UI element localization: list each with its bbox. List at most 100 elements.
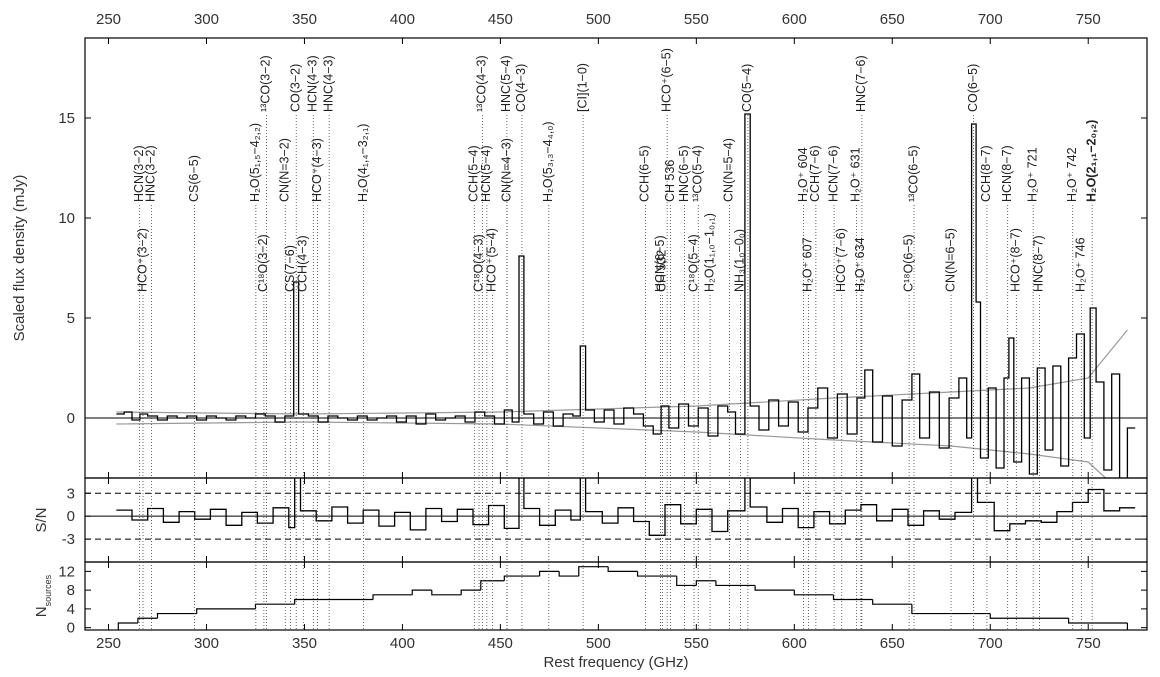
line-label: CN(N=6−5) (943, 228, 957, 292)
line-label: H₂O⁺ 746 (1074, 237, 1088, 292)
line-label: H₂O⁺ 634 (853, 237, 867, 292)
line-label: NH₃(1₀−0₀) (733, 229, 747, 292)
line-label: CCH(4−3) (296, 235, 310, 292)
line-label: C¹⁸O(5−4) (686, 234, 700, 292)
y-tick-label: 0 (67, 508, 75, 525)
y-tick-label: 15 (58, 110, 75, 127)
line-label: HCO⁺(3−2) (135, 228, 149, 292)
histogram-step (431, 590, 462, 596)
line-label: CH 536 (663, 160, 677, 202)
histogram-step (196, 608, 256, 614)
line-label: CN(N=4−3) (499, 138, 513, 202)
x-tick-label: 300 (194, 635, 219, 652)
x-tick-label-top: 600 (782, 11, 807, 28)
line-label: HNC(8−7) (1032, 235, 1046, 292)
line-label: ¹³CO(5−4) (691, 145, 705, 202)
line-label: HCN(6−5) (653, 235, 667, 292)
y-tick-label: 0 (67, 410, 75, 427)
line-label: CO(4−3) (514, 64, 528, 112)
line-label: HNC(7−6) (854, 55, 868, 112)
x-tick-label-top: 250 (96, 11, 121, 28)
line-label: C¹⁸O(6−5) (901, 234, 915, 292)
line-label: CH 532 (655, 250, 669, 292)
line-label: CCH(5−4) (467, 145, 481, 202)
line-label: H₂O⁺ 607 (801, 237, 815, 292)
histogram-step (636, 571, 677, 577)
line-label: HNC(3−2) (144, 145, 158, 202)
spectrum (116, 113, 1136, 478)
line-label: HNC(5−4) (499, 55, 513, 112)
histogram-step (793, 590, 834, 596)
histogram-step (503, 575, 540, 581)
line-label: CN(N=5−4) (722, 138, 736, 202)
histogram-step (832, 594, 873, 601)
x-tick-label-top: 400 (390, 11, 415, 28)
histogram-step (558, 571, 579, 577)
histogram-step (480, 580, 505, 591)
line-label: CO(3−2) (288, 64, 302, 112)
line-label: H₂O⁺ 742 (1065, 147, 1079, 202)
x-tick-label: 500 (586, 635, 611, 652)
line-label: HNC(6−5) (677, 145, 691, 202)
line-label: HCN(5−4) (479, 145, 493, 202)
y-tick-label: -3 (62, 531, 75, 548)
line-label: HCO⁺(5−4) (485, 228, 499, 292)
x-tick-label: 400 (390, 635, 415, 652)
line-label: CCH(7−6) (808, 145, 822, 202)
histogram-step (254, 603, 295, 609)
y-axis-label: Nsources (33, 574, 53, 617)
histogram-step (117, 622, 138, 630)
histogram-step (294, 598, 374, 605)
histogram-step (137, 617, 158, 623)
line-label: CO(5−4) (740, 64, 754, 112)
histogram-step (989, 613, 1069, 619)
y-axis-label: Scaled flux density (mJy) (11, 175, 28, 342)
line-label: ¹³CO(4−3) (475, 55, 489, 112)
line-label: H₂O⁺ 721 (1025, 147, 1039, 202)
line-label: CO(6−5) (966, 64, 980, 112)
histogram-step (411, 589, 432, 595)
line-label: HNC(4−3) (321, 55, 335, 112)
noise-envelope (116, 421, 1107, 478)
x-tick-label-top: 350 (292, 11, 317, 28)
y-axis-label-main: N (33, 606, 50, 617)
line-label: HCO⁺(6−5) (659, 48, 673, 112)
x-tick-label-top: 650 (880, 11, 905, 28)
x-tick-label-top: 300 (194, 11, 219, 28)
spectrum (116, 478, 1136, 536)
line-label: HCO⁺(4−3) (310, 138, 324, 202)
line-label: H₂O(1₁,₀−1₀,₁) (702, 213, 716, 292)
histogram-step (372, 594, 413, 600)
y-axis-label-sub: sources (43, 574, 53, 606)
x-tick-label-top: 750 (1076, 11, 1101, 28)
line-label: H₂O(5₁,₅−4₂,₂) (248, 123, 262, 202)
y-tick-label: 4 (67, 601, 75, 618)
histogram-step (911, 604, 991, 615)
panel-frame (84, 561, 1148, 631)
x-tick-label: 550 (684, 635, 709, 652)
line-label: CS(7−6) (283, 245, 297, 292)
line-label: CN(N=3−2) (278, 138, 292, 202)
x-tick-label: 700 (978, 635, 1003, 652)
panel-frame (84, 477, 1148, 563)
line-label: HCN(3−2) (132, 145, 146, 202)
x-tick-label: 250 (96, 635, 121, 652)
y-tick-label: 12 (58, 563, 75, 580)
histogram-step (1068, 618, 1128, 624)
line-label: CS(6−5) (187, 155, 201, 202)
x-tick-label-top: 700 (978, 11, 1003, 28)
line-label: ¹³CO(3−2) (259, 55, 273, 112)
y-tick-label: 8 (67, 582, 75, 599)
line-label: H₂O(2₁,₁−2₀,₂) (1084, 120, 1098, 202)
line-label: ¹³CO(6−5) (906, 145, 920, 202)
x-tick-label: 600 (782, 635, 807, 652)
y-tick-label: 3 (67, 485, 75, 502)
histogram-step (156, 612, 197, 619)
line-label: CCH(6−5) (638, 145, 652, 202)
histogram-step (460, 589, 481, 595)
histogram-step (695, 580, 716, 586)
histogram-step (538, 570, 560, 577)
line-label: HCO⁺(8−7) (1009, 228, 1023, 292)
y-tick-label: 10 (58, 210, 75, 227)
